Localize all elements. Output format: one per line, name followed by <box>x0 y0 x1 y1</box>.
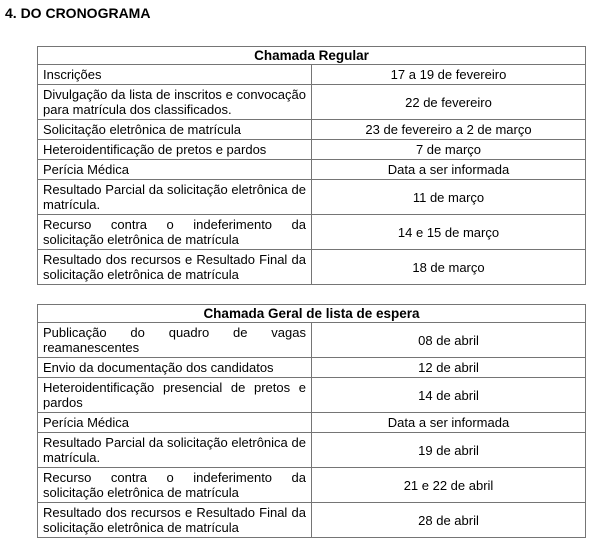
activity-cell: Perícia Médica <box>37 159 312 180</box>
activity-cell: Resultado dos recursos e Resultado Final… <box>37 502 312 538</box>
table-row: Resultado Parcial da solicitação eletrôn… <box>37 432 586 468</box>
table-row: Perícia Médica Data a ser informada <box>37 159 586 180</box>
activity-cell: Resultado dos recursos e Resultado Final… <box>37 249 312 285</box>
table-header-row: Chamada Regular <box>37 46 586 65</box>
date-cell: 7 de março <box>311 139 586 160</box>
table-row: Solicitação eletrônica de matrícula 23 d… <box>37 119 586 140</box>
date-cell: 28 de abril <box>311 502 586 538</box>
date-cell: 22 de fevereiro <box>311 84 586 120</box>
table-row: Resultado Parcial da solicitação eletrôn… <box>37 179 586 215</box>
activity-cell: Resultado Parcial da solicitação eletrôn… <box>37 432 312 468</box>
activity-cell: Resultado Parcial da solicitação eletrôn… <box>37 179 312 215</box>
activity-cell: Recurso contra o indeferimento da solici… <box>37 467 312 503</box>
date-cell: 17 a 19 de fevereiro <box>311 64 586 85</box>
date-cell: 14 e 15 de março <box>311 214 586 250</box>
section-title: 4. DO CRONOGRAMA <box>5 5 151 21</box>
table-row: Heteroidentificação presencial de pretos… <box>37 377 586 413</box>
table-title: Chamada Regular <box>37 46 586 65</box>
activity-cell: Envio da documentação dos candidatos <box>37 357 312 378</box>
table-row: Inscrições 17 a 19 de fevereiro <box>37 64 586 85</box>
table-title: Chamada Geral de lista de espera <box>37 304 586 323</box>
date-cell: 14 de abril <box>311 377 586 413</box>
date-cell: Data a ser informada <box>311 412 586 433</box>
activity-cell: Publicação do quadro de vagas reamanesce… <box>37 322 312 358</box>
date-cell: 23 de fevereiro a 2 de março <box>311 119 586 140</box>
schedule-table: Chamada Regular Inscrições 17 a 19 de fe… <box>37 46 586 285</box>
table-row: Recurso contra o indeferimento da solici… <box>37 214 586 250</box>
date-cell: 12 de abril <box>311 357 586 378</box>
date-cell: 18 de março <box>311 249 586 285</box>
date-cell: Data a ser informada <box>311 159 586 180</box>
activity-cell: Recurso contra o indeferimento da solici… <box>37 214 312 250</box>
table-row: Heteroidentificação de pretos e pardos 7… <box>37 139 586 160</box>
table-row: Envio da documentação dos candidatos 12 … <box>37 357 586 378</box>
activity-cell: Solicitação eletrônica de matrícula <box>37 119 312 140</box>
activity-cell: Heteroidentificação presencial de pretos… <box>37 377 312 413</box>
table-row: Publicação do quadro de vagas reamanesce… <box>37 322 586 358</box>
table-row: Divulgação da lista de inscritos e convo… <box>37 84 586 120</box>
table-row: Resultado dos recursos e Resultado Final… <box>37 249 586 285</box>
table-row: Recurso contra o indeferimento da solici… <box>37 467 586 503</box>
date-cell: 21 e 22 de abril <box>311 467 586 503</box>
table-row: Perícia Médica Data a ser informada <box>37 412 586 433</box>
activity-cell: Perícia Médica <box>37 412 312 433</box>
date-cell: 19 de abril <box>311 432 586 468</box>
activity-cell: Divulgação da lista de inscritos e convo… <box>37 84 312 120</box>
table-header-row: Chamada Geral de lista de espera <box>37 304 586 323</box>
activity-cell: Heteroidentificação de pretos e pardos <box>37 139 312 160</box>
date-cell: 11 de março <box>311 179 586 215</box>
activity-cell: Inscrições <box>37 64 312 85</box>
schedule-table: Chamada Geral de lista de espera Publica… <box>37 304 586 538</box>
date-cell: 08 de abril <box>311 322 586 358</box>
table-row: Resultado dos recursos e Resultado Final… <box>37 502 586 538</box>
table-body: Inscrições 17 a 19 de fevereiro Divulgaç… <box>37 64 586 285</box>
table-body: Publicação do quadro de vagas reamanesce… <box>37 322 586 538</box>
